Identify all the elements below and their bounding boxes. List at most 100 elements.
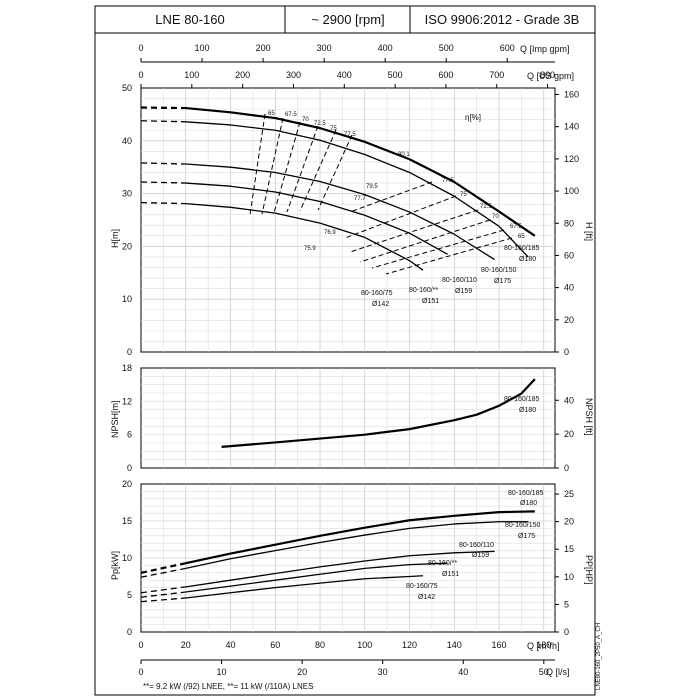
efficiency-line <box>299 129 337 212</box>
curve-dashed <box>140 562 186 574</box>
efficiency-value: 77.5 <box>442 178 454 184</box>
q-us-tick-label: 700 <box>489 70 504 80</box>
q-us-tick-label: 400 <box>337 70 352 80</box>
h-ft-tick-label: 0 <box>564 347 569 357</box>
efficiency-value: 65 <box>518 234 525 240</box>
curve-dashed <box>140 201 186 205</box>
h-ft-tick-label: 20 <box>564 315 574 325</box>
q-ls-tick-label: 50 <box>539 667 549 677</box>
q-m3h-tick-label: 0 <box>138 640 143 650</box>
q-ls-tick-label: 0 <box>138 667 143 677</box>
q-imp-tick-label: 400 <box>378 43 393 53</box>
impeller-dia: Ø142 <box>372 301 389 308</box>
h-ft-tick-label: 140 <box>564 122 579 132</box>
p-kw-tick-label: 5 <box>127 590 132 600</box>
npsh-ft-tick-label: 20 <box>564 429 574 439</box>
impeller-dia: Ø159 <box>455 288 472 295</box>
h-ft-tick-label: 160 <box>564 90 579 100</box>
h-ft-label: H [ft] <box>584 222 594 241</box>
efficiency-line <box>359 219 491 263</box>
q-m3h-tick-label: 140 <box>447 640 462 650</box>
npsh-m-label: NPSH[m] <box>110 400 120 438</box>
efficiency-value: 70 <box>492 214 499 220</box>
npsh-m-tick-label: 0 <box>127 463 132 473</box>
impeller-dia: Ø175 <box>494 278 511 285</box>
impeller-dia: Ø180 <box>520 500 537 507</box>
p-hp-tick-label: 0 <box>564 627 569 637</box>
q-m3h-tick-label: 60 <box>270 640 280 650</box>
curve-dashed <box>140 181 186 184</box>
h-m-tick-label: 30 <box>122 189 132 199</box>
p-kw-label: Pp[kW] <box>110 551 120 580</box>
q-us-tick-label: 0 <box>138 70 143 80</box>
speed-label: ~ 2900 [rpm] <box>311 12 384 27</box>
impeller-label: 80-160/110 <box>442 277 477 284</box>
curve-80-160-75 <box>185 575 424 599</box>
impeller-dia: Ø180 <box>519 256 536 263</box>
curve-dashed <box>140 591 186 598</box>
p-kw-tick-label: 10 <box>122 553 132 563</box>
footnote: **= 9.2 kW (/92) LNEE, **= 11 kW (/110A)… <box>143 682 313 691</box>
grid <box>141 88 555 632</box>
npsh-ft-tick-label: 0 <box>564 463 569 473</box>
q-imp-tick-label: 500 <box>439 43 454 53</box>
p-kw-tick-label: 15 <box>122 516 132 526</box>
curve-dashed <box>140 162 186 165</box>
efficiency-value: 72.5 <box>480 204 492 210</box>
efficiency-value: 76.9 <box>324 230 336 236</box>
impeller-label: 80-160/185 <box>504 396 540 403</box>
curve-80-160-185 <box>185 510 535 565</box>
impeller-dia: Ø175 <box>518 533 535 540</box>
q-us-tick-label: 600 <box>438 70 453 80</box>
curve-80-160-185 <box>185 106 536 237</box>
impeller-dia: Ø159 <box>472 552 489 559</box>
q-m3h-tick-label: 20 <box>181 640 191 650</box>
impeller-label: 80-160/** <box>428 560 457 567</box>
eta-label: η[%] <box>465 113 481 122</box>
q-us-tick-label: 100 <box>184 70 199 80</box>
q-m3h-label: Q [m³/h] <box>527 641 560 651</box>
impeller-label: 80-160/150 <box>505 522 541 529</box>
p-hp-tick-label: 5 <box>564 599 569 609</box>
h-m-tick-label: 40 <box>122 136 132 146</box>
p-kw-tick-label: 0 <box>127 627 132 637</box>
efficiency-value: 75 <box>330 126 337 132</box>
efficiency-value: 65 <box>268 111 275 117</box>
q-us-label: Q [US gpm] <box>527 71 574 81</box>
h-ft-tick-label: 100 <box>564 186 579 196</box>
impeller-label: 80-160/150 <box>481 267 517 274</box>
efficiency-value: 77.7 <box>354 196 366 202</box>
curve-dashed <box>140 106 186 110</box>
q-m3h-tick-label: 80 <box>315 640 325 650</box>
efficiency-line <box>344 195 457 239</box>
npsh-impeller-label: 80-160/185 Ø180 <box>504 396 540 414</box>
h-m-tick-label: 50 <box>122 83 132 93</box>
q-m3h-tick-label: 120 <box>402 640 417 650</box>
curve-80-160-75 <box>185 202 424 271</box>
impeller-dia: Ø151 <box>442 571 459 578</box>
efficiency-value: 80.1 <box>398 152 410 158</box>
q-m3h-tick-label: 180 <box>536 640 551 650</box>
npsh-m-tick-label: 12 <box>122 396 132 406</box>
q-us-tick-label: 300 <box>286 70 301 80</box>
h-ft-tick-label: 60 <box>564 250 574 260</box>
q-ls-tick-label: 10 <box>217 667 227 677</box>
curve-80-160-110 <box>185 163 495 261</box>
h-m-label: H[m] <box>110 229 120 248</box>
q-ls-tick-label: 30 <box>378 667 388 677</box>
efficiency-value: 72.5 <box>314 121 326 127</box>
curve-80-160-150 <box>185 521 529 569</box>
efficiency-line <box>349 209 479 253</box>
p-hp-tick-label: 25 <box>564 489 574 499</box>
power-impeller-labels: 80-160/185 Ø180 80-160/150 Ø175 80-160/1… <box>406 490 544 601</box>
p-kw-tick-label: 20 <box>122 479 132 489</box>
q-m3h-tick-label: 40 <box>226 640 236 650</box>
header: LNE 80-160 ~ 2900 [rpm] ISO 9906:2012 - … <box>94 5 596 696</box>
q-m3h-tick-label: 160 <box>492 640 507 650</box>
curve-80-160-185 <box>221 378 536 448</box>
curve-80-160--- <box>185 562 448 593</box>
p-hp-tick-label: 15 <box>564 544 574 554</box>
efficiency-lines: 65 67.57072.57577.580.179.577.776.975.977… <box>249 111 525 275</box>
h-ft-tick-label: 40 <box>564 283 574 293</box>
